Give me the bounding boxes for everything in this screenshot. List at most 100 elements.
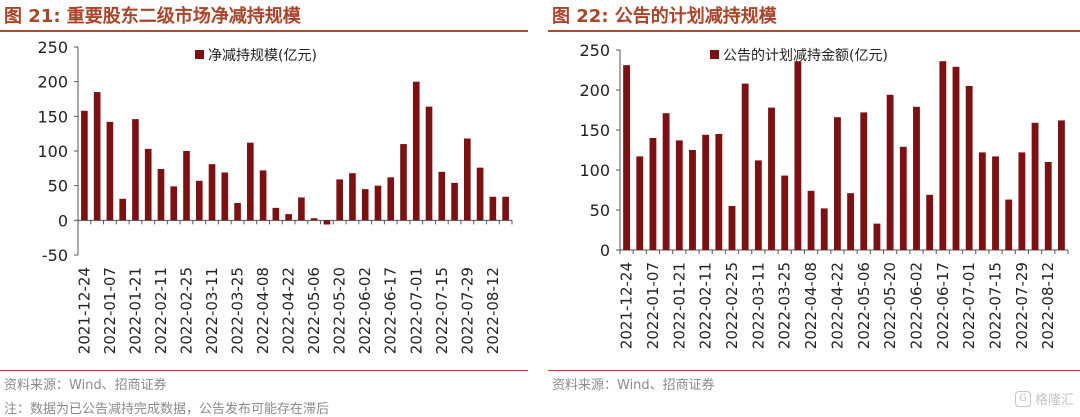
bar xyxy=(873,223,881,250)
x-tick-label: 2021-12-24 xyxy=(75,267,93,354)
bar xyxy=(157,169,165,221)
figure-21-title-rule xyxy=(0,30,528,32)
bar xyxy=(285,214,292,221)
x-tick-label: 2022-07-15 xyxy=(433,267,451,354)
watermark-text: 格隆汇 xyxy=(1034,393,1074,408)
bar xyxy=(978,152,986,250)
bar xyxy=(913,106,920,250)
bar xyxy=(1005,199,1013,250)
bar xyxy=(675,140,683,250)
x-tick-label: 2022-01-07 xyxy=(644,262,662,349)
x-tick-label: 2022-03-11 xyxy=(749,262,767,349)
x-tick-label: 2022-03-25 xyxy=(229,267,247,354)
bar xyxy=(992,156,999,250)
bar xyxy=(502,196,509,221)
legend-label: 净减持规模(亿元) xyxy=(208,48,317,64)
legend-label: 公告的计划减持金额(亿元) xyxy=(723,48,888,64)
bar xyxy=(860,112,868,251)
bar xyxy=(183,151,190,221)
planned-reduction-bar-chart: 0 50 100 150 200 250 2021-12-24 2022-01-07 2022-… xyxy=(579,41,1069,349)
x-tick-label: 2022-06-17 xyxy=(934,262,952,349)
bar xyxy=(794,61,802,251)
bar xyxy=(715,134,723,250)
figure-22-source: 资料来源：Wind、招商证券 xyxy=(552,378,715,393)
legend-swatch xyxy=(710,50,719,59)
bar xyxy=(965,86,973,250)
x-tick-label: 2022-05-20 xyxy=(331,267,349,354)
figure-note: 注：数据为已公告减持完成数据，公告发布可能存在滞后 xyxy=(4,402,330,417)
x-tick-label: 2022-03-11 xyxy=(203,267,221,354)
bar xyxy=(272,207,280,221)
bar xyxy=(754,160,762,250)
bar xyxy=(374,185,382,221)
x-tick-label: 2021-12-24 xyxy=(618,262,636,349)
x-tick-label: 2022-03-25 xyxy=(776,262,794,349)
bar xyxy=(926,194,934,250)
bar xyxy=(106,121,114,221)
x-tick-label: 2022-08-12 xyxy=(1039,262,1057,349)
figure-21-source: 资料来源：Wind、招商证券 xyxy=(4,378,167,393)
x-tick-label: 2022-01-07 xyxy=(101,267,119,354)
y-tick-label: 250 xyxy=(37,38,68,57)
x-tick-label: 2022-04-22 xyxy=(280,267,298,354)
bar xyxy=(247,142,254,221)
bar xyxy=(195,180,203,221)
bar xyxy=(1018,152,1026,250)
bar xyxy=(623,65,631,250)
x-tick-label: 2022-07-29 xyxy=(458,267,476,354)
x-tick-label: 2022-02-11 xyxy=(697,262,715,349)
y-tick-label: 200 xyxy=(37,73,68,92)
bar xyxy=(899,146,907,250)
bar xyxy=(1031,122,1039,250)
y-tick-label: 50 xyxy=(590,201,610,220)
bar xyxy=(387,177,395,221)
bar xyxy=(781,175,789,250)
y-tick-label: 100 xyxy=(579,161,610,180)
bar xyxy=(93,92,101,221)
bar xyxy=(820,208,828,250)
gelonghui-logo-icon: G xyxy=(1014,390,1031,407)
x-tick-label: 2022-06-02 xyxy=(356,267,374,354)
x-tick-label: 2022-07-15 xyxy=(987,262,1005,349)
bar xyxy=(119,198,126,221)
y-tick-label: 100 xyxy=(37,142,68,161)
bar xyxy=(689,150,696,250)
bar xyxy=(170,186,178,221)
bar xyxy=(649,138,657,250)
y-tick-label: 200 xyxy=(579,81,610,100)
bar xyxy=(489,196,497,221)
bar xyxy=(361,189,369,221)
x-tick-label: 2022-07-01 xyxy=(407,267,425,354)
net-reduction-bar-chart: -50 0 50 100 150 200 250 2021-12-24 2022-01-07 20… xyxy=(37,38,513,354)
x-tick-label: 2022-04-08 xyxy=(802,262,820,349)
y-tick-label: 150 xyxy=(37,107,68,126)
figure-22-footer-rule xyxy=(548,370,1080,371)
x-tick-label: 2022-02-25 xyxy=(723,262,741,349)
figure-21-footer-rule xyxy=(0,370,528,371)
x-tick-label: 2022-06-02 xyxy=(907,262,925,349)
bar xyxy=(662,113,670,250)
x-tick-label: 2022-05-06 xyxy=(305,267,323,354)
figure-22-title-rule xyxy=(548,30,1080,32)
bar xyxy=(464,138,471,221)
bar xyxy=(1044,162,1052,250)
bar xyxy=(298,197,305,221)
watermark: G 格隆汇 xyxy=(1014,389,1074,408)
x-tick-label: 2022-05-20 xyxy=(881,262,899,349)
bar xyxy=(336,179,343,221)
bar xyxy=(310,218,318,221)
figure-21-title: 图 21: 重要股东二级市场净减持规模 xyxy=(4,6,301,27)
x-tick-label: 2022-08-12 xyxy=(484,267,502,354)
x-tick-label: 2022-02-25 xyxy=(178,267,196,354)
bar xyxy=(208,164,216,221)
bar xyxy=(132,119,139,221)
y-tick-label: 50 xyxy=(48,177,68,196)
bar xyxy=(886,94,894,250)
legend-swatch xyxy=(195,50,204,59)
x-tick-label: 2022-05-06 xyxy=(855,262,873,349)
bar xyxy=(807,190,815,250)
y-tick-label: 0 xyxy=(600,241,610,260)
y-tick-label: 150 xyxy=(579,121,610,140)
x-tick-label: 2022-07-01 xyxy=(960,262,978,349)
bar xyxy=(847,193,855,250)
